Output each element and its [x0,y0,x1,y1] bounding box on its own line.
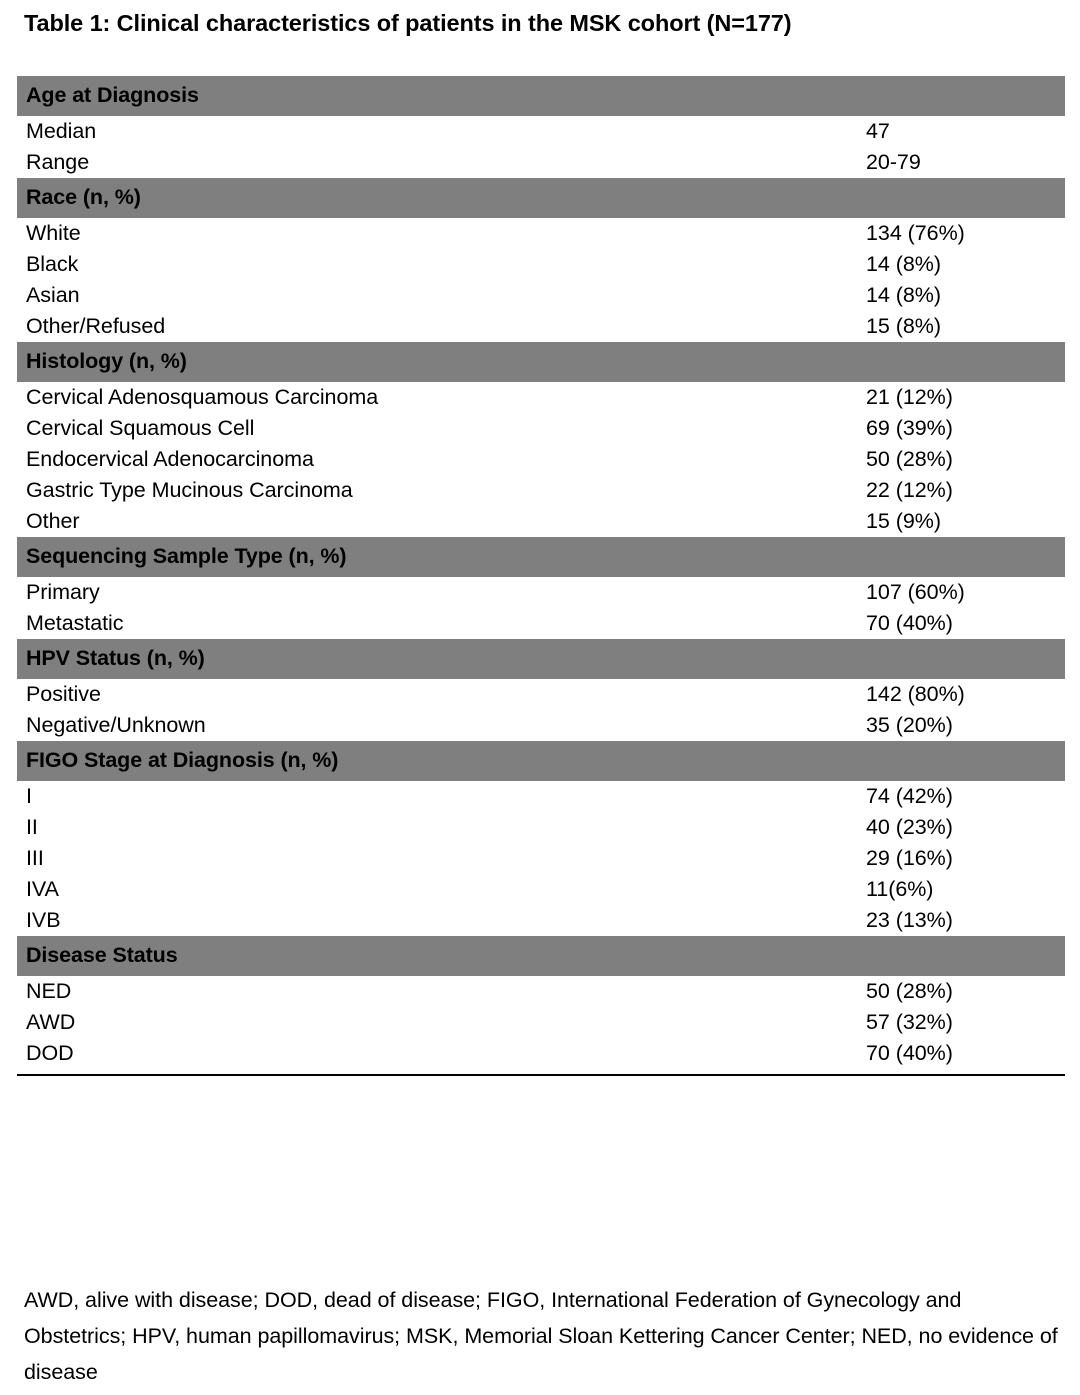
table-row: White 134 (76%) [17,218,1065,249]
section-header-label: Sequencing Sample Type (n, %) [17,537,866,577]
table-row: DOD 70 (40%) [17,1038,1065,1069]
row-label: Other/Refused [26,314,166,338]
row-value: 15 (9%) [866,509,941,533]
row-label: DOD [26,1041,74,1065]
row-label: Other [26,509,80,533]
row-label: Black [26,252,79,276]
table-row: Other 15 (9%) [17,506,1065,537]
row-value: 29 (16%) [866,846,953,870]
row-value: 50 (28%) [866,447,953,471]
section-header-label: HPV Status (n, %) [17,639,866,679]
row-value: 35 (20%) [866,713,953,737]
row-value: 47 [866,119,890,143]
row-label: Range [26,150,90,174]
table-bottom-rule [17,1074,1065,1076]
section-header-row: Age at Diagnosis [17,76,1065,116]
section-header-filler [866,639,1065,679]
table-row: Cervical Squamous Cell 69 (39%) [17,413,1065,444]
row-value: 70 (40%) [866,611,953,635]
row-value: 69 (39%) [866,416,953,440]
section-header-filler [866,537,1065,577]
row-label: IVB [26,908,61,932]
table-row: NED 50 (28%) [17,976,1065,1007]
row-label: Gastric Type Mucinous Carcinoma [26,478,353,502]
clinical-characteristics-table: Age at Diagnosis Median 47 Range 20-79 Race … [17,76,1065,1069]
row-value: 14 (8%) [866,252,941,276]
row-label: Cervical Adenosquamous Carcinoma [26,385,379,409]
section-header-label: Histology (n, %) [17,342,866,382]
row-label: White [26,221,81,245]
row-label: AWD [26,1010,76,1034]
table-row: Cervical Adenosquamous Carcinoma 21 (12%) [17,382,1065,413]
row-label: Cervical Squamous Cell [26,416,255,440]
row-value: 50 (28%) [866,979,953,1003]
table-row: Negative/Unknown 35 (20%) [17,710,1065,741]
table-footnote: AWD, alive with disease; DOD, dead of di… [24,1288,1058,1384]
table-row: IVA 11(6%) [17,874,1065,905]
row-label: Metastatic [26,611,124,635]
table-row: Positive 142 (80%) [17,679,1065,710]
table-row: II 40 (23%) [17,812,1065,843]
section-header-row: Sequencing Sample Type (n, %) [17,537,1065,577]
section-header-filler [866,178,1065,218]
row-label: I [26,784,32,808]
table-row: Metastatic 70 (40%) [17,608,1065,639]
section-header-label: Disease Status [17,936,866,976]
row-value: 57 (32%) [866,1010,953,1034]
row-label: Median [26,119,97,143]
row-value: 40 (23%) [866,815,953,839]
section-header-row: HPV Status (n, %) [17,639,1065,679]
row-value: 11(6%) [866,877,934,901]
row-label: II [26,815,38,839]
section-header-label: Age at Diagnosis [17,76,866,116]
table-row: Primary 107 (60%) [17,577,1065,608]
section-header-row: Histology (n, %) [17,342,1065,382]
row-value: 21 (12%) [866,385,953,409]
row-value: 74 (42%) [866,784,953,808]
row-label: IVA [26,877,59,901]
row-value: 22 (12%) [866,478,953,502]
row-label: NED [26,979,72,1003]
row-label: Primary [26,580,100,604]
row-value: 23 (13%) [866,908,953,932]
section-header-filler [866,936,1065,976]
table-row: Asian 14 (8%) [17,280,1065,311]
section-header-row: FIGO Stage at Diagnosis (n, %) [17,741,1065,781]
table-row: Black 14 (8%) [17,249,1065,280]
table-row: I 74 (42%) [17,781,1065,812]
table-row: Range 20-79 [17,147,1065,178]
row-value: 107 (60%) [866,580,965,604]
row-value: 70 (40%) [866,1041,953,1065]
row-value: 20-79 [866,150,921,174]
table-row: AWD 57 (32%) [17,1007,1065,1038]
row-value: 14 (8%) [866,283,941,307]
row-label: Asian [26,283,80,307]
row-value: 142 (80%) [866,682,965,706]
row-label: III [26,846,44,870]
section-header-filler [866,741,1065,781]
table-row: Gastric Type Mucinous Carcinoma 22 (12%) [17,475,1065,506]
table-row: IVB 23 (13%) [17,905,1065,936]
table-row: Median 47 [17,116,1065,147]
table-row: III 29 (16%) [17,843,1065,874]
table-title: Table 1: Clinical characteristics of pat… [24,10,792,36]
row-value: 134 (76%) [866,221,965,245]
section-header-filler [866,342,1065,382]
section-header-label: Race (n, %) [17,178,866,218]
row-label: Endocervical Adenocarcinoma [26,447,314,471]
section-header-row: Disease Status [17,936,1065,976]
row-label: Positive [26,682,101,706]
section-header-row: Race (n, %) [17,178,1065,218]
row-label: Negative/Unknown [26,713,206,737]
section-header-filler [866,76,1065,116]
table-row: Other/Refused 15 (8%) [17,311,1065,342]
table-row: Endocervical Adenocarcinoma 50 (28%) [17,444,1065,475]
section-header-label: FIGO Stage at Diagnosis (n, %) [17,741,866,781]
row-value: 15 (8%) [866,314,941,338]
